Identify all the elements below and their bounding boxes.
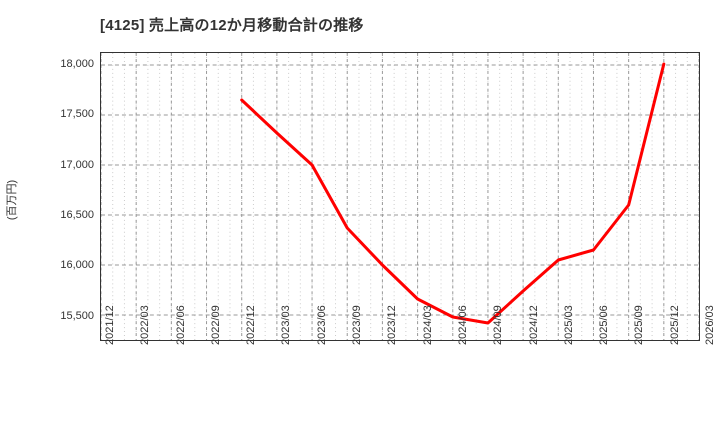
- x-tick-label: 2024/09: [492, 305, 505, 345]
- x-tick-label: 2022/03: [139, 305, 152, 345]
- x-tick-label: 2024/03: [421, 305, 434, 345]
- data-series-group: [242, 64, 664, 323]
- x-tick-label: 2022/09: [209, 305, 222, 345]
- plot-svg: [101, 53, 699, 340]
- plot-area: [100, 52, 700, 341]
- x-tick-label: 2023/09: [351, 305, 364, 345]
- y-tick-label: 18,000: [60, 58, 94, 71]
- x-tick-label: 2023/12: [386, 305, 399, 345]
- chart-title: [4125] 売上高の12か月移動合計の推移: [100, 17, 364, 34]
- x-tick-label: 2025/03: [562, 305, 575, 345]
- x-tick-label: 2025/09: [633, 305, 646, 345]
- x-tick-label: 2025/06: [598, 305, 611, 345]
- data-series-line-0: [242, 64, 664, 323]
- y-tick-label: 16,500: [60, 209, 94, 222]
- grid-minor-lines: [101, 53, 699, 340]
- x-tick-label: 2024/06: [456, 305, 469, 345]
- y-tick-label: 15,500: [60, 309, 94, 322]
- x-tick-label: 2021/12: [104, 305, 116, 345]
- x-tick-label: 2023/03: [280, 305, 293, 345]
- y-axis-tick-labels: 15,500 16,000 16,500 17,000 17,500 18,000: [0, 52, 94, 341]
- x-tick-label: 2024/12: [527, 305, 540, 345]
- x-tick-label: 2022/12: [245, 305, 258, 345]
- x-tick-label: 2026/03: [704, 305, 716, 345]
- x-axis-tick-labels: 2021/12 2022/03 2022/06 2022/09 2022/12 2023/…: [100, 305, 716, 440]
- y-tick-label: 17,500: [60, 108, 94, 121]
- y-tick-label: 17,000: [60, 158, 94, 171]
- x-tick-label: 2025/12: [668, 305, 681, 345]
- x-tick-label: 2022/06: [174, 305, 187, 345]
- y-tick-label: 16,000: [60, 259, 94, 272]
- x-tick-label: 2023/06: [315, 305, 328, 345]
- grid-major-lines: [101, 53, 699, 340]
